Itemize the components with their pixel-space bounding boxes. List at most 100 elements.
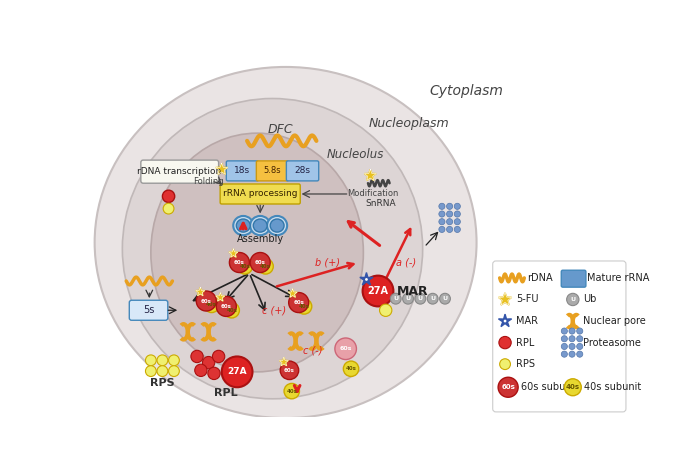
Circle shape [504,320,506,322]
Text: 5s: 5s [143,305,154,315]
Circle shape [169,355,179,366]
Text: SnRNA: SnRNA [365,199,395,209]
Circle shape [447,211,453,217]
Polygon shape [216,163,228,175]
Text: U: U [405,296,411,301]
Text: b (+): b (+) [316,257,340,268]
Circle shape [569,336,575,342]
Text: U: U [393,296,398,301]
Text: c (-): c (-) [303,345,322,355]
Text: Assembly: Assembly [237,234,284,244]
Circle shape [561,351,568,357]
Text: 40s: 40s [346,366,356,371]
Text: 28s: 28s [295,167,311,176]
Circle shape [335,338,356,359]
Circle shape [157,355,168,366]
Text: rDNA transcription: rDNA transcription [137,167,221,176]
Circle shape [379,304,392,316]
Circle shape [447,219,453,225]
Circle shape [344,361,358,376]
Text: 40s: 40s [566,384,580,390]
FancyBboxPatch shape [256,161,288,181]
Text: U: U [570,297,575,302]
Circle shape [454,219,461,225]
Text: RPL: RPL [214,388,238,398]
Text: 40s: 40s [239,264,250,269]
Circle shape [577,351,583,357]
Text: MAR: MAR [516,316,538,326]
Circle shape [499,336,511,349]
Text: Nucleoplasm: Nucleoplasm [368,117,449,131]
Circle shape [439,227,445,233]
FancyBboxPatch shape [141,160,218,183]
Ellipse shape [270,219,284,232]
Circle shape [500,359,510,370]
Polygon shape [498,292,512,305]
Ellipse shape [233,216,253,235]
Text: RPS: RPS [150,379,175,388]
Circle shape [363,276,393,307]
Circle shape [157,366,168,376]
Circle shape [561,328,568,334]
Text: Modification: Modification [347,190,398,198]
Polygon shape [216,293,225,301]
Circle shape [402,293,414,304]
Circle shape [216,296,237,316]
Polygon shape [360,272,373,285]
Circle shape [196,291,216,311]
Text: Nucleolus: Nucleolus [326,148,384,161]
Polygon shape [279,358,288,366]
Ellipse shape [253,219,267,232]
Ellipse shape [237,219,250,232]
Text: RPS: RPS [516,359,535,369]
Circle shape [439,203,445,209]
Circle shape [191,351,203,363]
Circle shape [447,227,453,233]
Text: 60s: 60s [340,346,352,351]
Circle shape [202,357,215,369]
Text: 60s: 60s [284,368,295,373]
Text: 60s: 60s [501,384,515,390]
Circle shape [204,297,219,313]
Circle shape [577,344,583,350]
Circle shape [146,366,156,376]
Circle shape [454,227,461,233]
Text: Mature rRNA: Mature rRNA [587,273,650,283]
Polygon shape [196,287,204,296]
Circle shape [222,357,253,387]
Circle shape [427,293,438,304]
Polygon shape [365,169,376,181]
Text: 40s: 40s [226,308,237,313]
Polygon shape [288,289,297,297]
Circle shape [454,211,461,217]
Text: 60s: 60s [293,300,304,305]
Text: 5-FU: 5-FU [516,294,538,305]
Text: DFC: DFC [267,123,293,136]
Circle shape [195,364,207,376]
Circle shape [577,336,583,342]
Text: c (+): c (+) [262,305,286,315]
Text: 5.8s: 5.8s [264,167,281,176]
Circle shape [439,211,445,217]
Text: 60s: 60s [221,304,232,309]
Circle shape [454,203,461,209]
Circle shape [569,344,575,350]
Circle shape [447,203,453,209]
Circle shape [146,355,156,366]
Text: Ub: Ub [583,294,596,305]
Circle shape [439,219,445,225]
Text: U: U [430,296,435,301]
Circle shape [250,253,270,272]
Circle shape [230,253,249,272]
Circle shape [169,366,179,376]
FancyBboxPatch shape [561,270,586,287]
Circle shape [288,292,309,313]
Text: U: U [442,296,447,301]
Ellipse shape [267,216,287,235]
Circle shape [498,377,518,397]
FancyBboxPatch shape [286,161,318,181]
Circle shape [162,190,175,203]
Circle shape [440,293,450,304]
Circle shape [163,203,174,214]
Circle shape [213,351,225,363]
